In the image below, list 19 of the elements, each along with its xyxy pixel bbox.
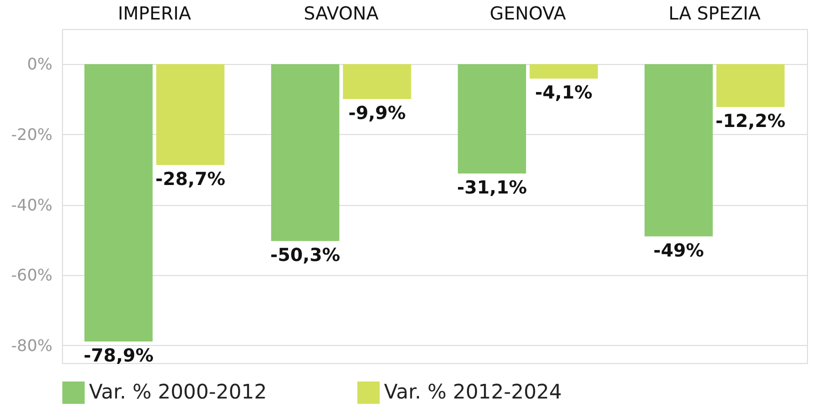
legend-label: Var. % 2000-2012	[89, 380, 267, 404]
y-tick-label: -40%	[11, 195, 52, 214]
data-label: -28,7%	[155, 169, 226, 190]
y-tick-label: -60%	[11, 266, 52, 285]
data-label: -78,9%	[84, 346, 154, 367]
data-label: -31,1%	[456, 178, 527, 198]
y-tick-label: -80%	[11, 336, 52, 355]
x-tick-label: IMPERIA	[118, 4, 192, 24]
data-label: -49%	[653, 240, 704, 262]
x-tick-label: GENOVA	[490, 4, 567, 24]
data-label: -12,2%	[716, 111, 786, 132]
y-tick-label: 0%	[27, 54, 52, 74]
data-label: -50,3%	[270, 245, 340, 266]
data-label: -4,1%	[535, 82, 592, 104]
x-tick-label: SAVONA	[304, 4, 380, 24]
y-tick-label: -20%	[11, 124, 52, 144]
x-tick-label: LA SPEZIA	[668, 4, 762, 24]
data-label: -9,9%	[348, 102, 406, 124]
legend-label: Var. % 2012-2024	[384, 380, 562, 404]
